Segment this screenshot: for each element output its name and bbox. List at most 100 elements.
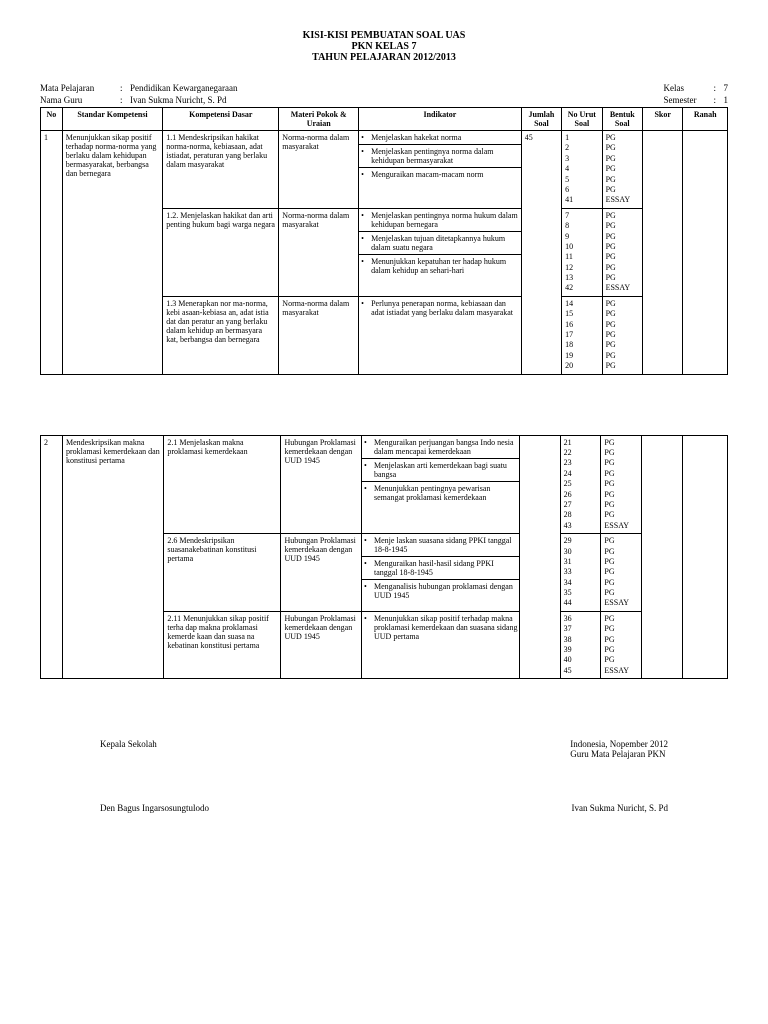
ranah-cell [682,435,727,679]
bentuk-col: PGPGPGPGPGPGPGPGESSAY [601,435,642,534]
guru-label: Nama Guru [40,95,120,105]
num-cell: 21 [564,438,598,448]
num-cell: 42 [565,283,598,293]
bentuk-cell: ESSAY [606,195,639,205]
num-cell: 27 [564,500,598,510]
bentuk-cell: PG [606,175,639,185]
kd-cell: 2.11 Menunjukkan sikap positif terha dap… [164,611,281,678]
num-cell: 28 [564,510,598,520]
mata-value: Pendidikan Kewarganegaraan [130,83,238,93]
nums-cell: 363738394045 [560,611,601,678]
no-cell: 1 [41,131,63,375]
kelas-label: Kelas [664,83,714,93]
bentuk-cell: PG [606,232,639,242]
bentuk-cell: PG [604,645,638,655]
bentuk-cell: PG [606,211,639,221]
footer-right-2: Ivan Sukma Nuricht, S. Pd [572,803,669,813]
mp-cell: Hubungan Proklamasi kemerdekaan dengan U… [281,435,362,534]
num-cell: 1 [565,133,598,143]
indicator-item: Menunjukkan pentingnya pewarisan semanga… [362,482,519,504]
bentuk-cell: PG [604,536,638,546]
bentuk-cell: PG [604,458,638,468]
sk-cell: Mendeskripsikan makna proklamasi kemerde… [62,435,163,679]
num-cell: 33 [564,567,598,577]
kd-cell: 1.2. Menjelaskan hakikat dan arti pentin… [163,208,279,296]
meta-row-1: Mata Pelajaran : Pendidikan Kewarganegar… [40,83,728,93]
num-cell: 9 [565,232,598,242]
bentuk-col: PGPGPGPGPGPGESSAY [602,131,642,209]
semester-value: 1 [724,95,729,105]
nums-cell: 7891011121342 [562,208,602,296]
bentuk-cell: PG [606,273,639,283]
bentuk-cell: PG [604,614,638,624]
bentuk-cell: PG [604,557,638,567]
kd-cell: 2.1 Menjelaskan makna proklamasi kemerde… [164,435,281,534]
num-cell: 40 [564,655,598,665]
indicator-item: Menjelaskan tujuan ditetapkannya hukum d… [359,232,521,255]
num-cell: 4 [565,164,598,174]
col-js: Jumlah Soal [521,108,561,131]
footer-left-1: Kepala Sekolah [100,739,157,759]
bentuk-cell: PG [606,361,639,371]
col-rn: Ranah [683,108,728,131]
nums-cell: 212223242526272843 [560,435,601,534]
indicator-item: Menganalisis hubungan proklamasi dengan … [362,580,519,602]
kd-cell: 2.6 Mendeskripsikan suasanakebatinan kon… [164,534,281,612]
col-kd: Kompetensi Dasar [163,108,279,131]
ind-cell: Menje laskan suasana sidang PPKI tanggal… [362,534,520,612]
num-cell: 2 [565,143,598,153]
bentuk-cell: PG [606,221,639,231]
bentuk-cell: PG [606,299,639,309]
sep: : [714,83,724,93]
footer-block: Kepala Sekolah Indonesia, Nopember 2012 … [40,739,728,813]
num-cell: 38 [564,635,598,645]
indicator-item: Menunjukkan sikap positif terhadap makna… [362,612,519,643]
num-cell: 45 [564,666,598,676]
bentuk-col: PGPGPGPGPGPGPG [602,296,642,374]
num-cell: 3 [565,154,598,164]
bentuk-cell: PG [606,351,639,361]
ind-cell: Perlunya penerapan norma, kebiasaan dan … [359,296,522,374]
num-cell: 26 [564,490,598,500]
num-cell: 11 [565,252,598,262]
indicator-item: Menjelaskan pentingnya norma dalam kehid… [359,145,521,168]
num-cell: 41 [565,195,598,205]
num-cell: 14 [565,299,598,309]
num-cell: 31 [564,557,598,567]
col-bs: Bentuk Soal [602,108,642,131]
mp-cell: Norma-norma dalam masyarakat [279,296,359,374]
mp-cell: Hubungan Proklamasi kemerdekaan dengan U… [281,534,362,612]
num-cell: 36 [564,614,598,624]
bentuk-cell: PG [606,185,639,195]
main-table-1: No Standar Kompetensi Kompetensi Dasar M… [40,107,728,375]
title-line-2: PKN KELAS 7 [40,41,728,52]
indicator-item: Menje laskan suasana sidang PPKI tanggal… [362,534,519,557]
mp-cell: Norma-norma dalam masyarakat [279,131,359,209]
indicator-item: Menguraikan perjuangan bangsa Indo nesia… [362,436,519,459]
bentuk-cell: PG [606,133,639,143]
indicator-item: Menunjukkan kepatuhan ter hadap hukum da… [359,255,521,277]
indicator-item: Perlunya penerapan norma, kebiasaan dan … [359,297,521,319]
bentuk-cell: PG [604,490,638,500]
num-cell: 13 [565,273,598,283]
num-cell: 16 [565,320,598,330]
sep: : [714,95,724,105]
num-cell: 5 [565,175,598,185]
indicator-item: Menguraikan macam-macam norm [359,168,521,181]
meta-row-2: Nama Guru : Ivan Sukma Nuricht, S. Pd Se… [40,95,728,105]
bentuk-cell: PG [604,588,638,598]
ind-cell: Menjelaskan hakekat normaMenjelaskan pen… [359,131,522,209]
indicator-item: Menguraikan hasil-hasil sidang PPKI tang… [362,557,519,580]
num-cell: 12 [565,263,598,273]
bentuk-cell: PG [604,438,638,448]
bentuk-cell: PG [604,510,638,520]
ranah-cell [683,131,728,375]
num-cell: 24 [564,469,598,479]
num-cell: 29 [564,536,598,546]
col-no: No [41,108,63,131]
mp-cell: Norma-norma dalam masyarakat [279,208,359,296]
bentuk-cell: PG [606,164,639,174]
ind-cell: Menunjukkan sikap positif terhadap makna… [362,611,520,678]
num-cell: 30 [564,547,598,557]
col-nu: No Urut Soal [562,108,602,131]
